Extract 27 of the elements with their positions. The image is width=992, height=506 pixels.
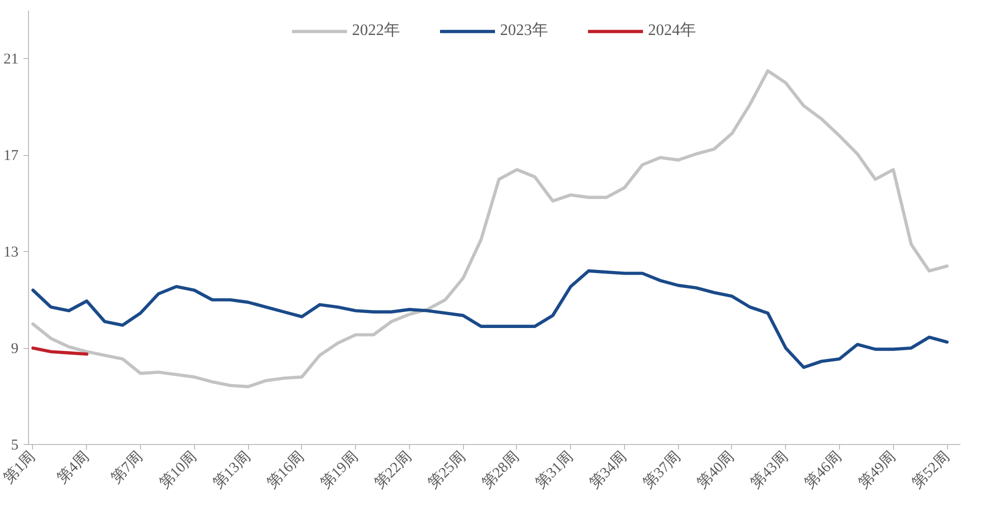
legend-label: 2023年 — [500, 21, 548, 41]
x-tick-label: 第4周 — [54, 448, 92, 487]
y-tick-label: 13 — [4, 244, 18, 261]
x-tick-label: 第28周 — [478, 448, 523, 492]
x-tick-label: 第7周 — [108, 448, 146, 487]
line-series — [31, 269, 949, 369]
x-tick-label: 第46周 — [801, 448, 846, 492]
legend-label: 2022年 — [352, 21, 400, 41]
x-tick-label: 第37周 — [640, 448, 684, 492]
x-tick-label: 第49周 — [855, 448, 899, 492]
y-tick-label: 21 — [4, 52, 18, 68]
x-tick-label: 第31周 — [532, 448, 576, 492]
x-tick-label: 第10周 — [156, 448, 200, 492]
x-tick-label: 第25周 — [424, 448, 469, 492]
line-series — [31, 346, 88, 356]
x-tick-label: 第52周 — [908, 448, 953, 492]
y-tick-label: 17 — [4, 148, 19, 164]
x-tick-label: 第34周 — [586, 448, 630, 492]
y-tick-label: 9 — [11, 341, 18, 358]
x-tick-label: 第40周 — [694, 448, 738, 492]
legend-label: 2024年 — [648, 21, 696, 41]
x-tick-label: 第22周 — [371, 448, 416, 492]
x-tick-label: 第16周 — [264, 448, 308, 492]
x-tick-label: 第13周 — [210, 448, 254, 492]
x-tick-label: 第43周 — [748, 448, 792, 492]
x-tick-label: 第19周 — [317, 448, 362, 492]
line-series — [31, 69, 949, 388]
